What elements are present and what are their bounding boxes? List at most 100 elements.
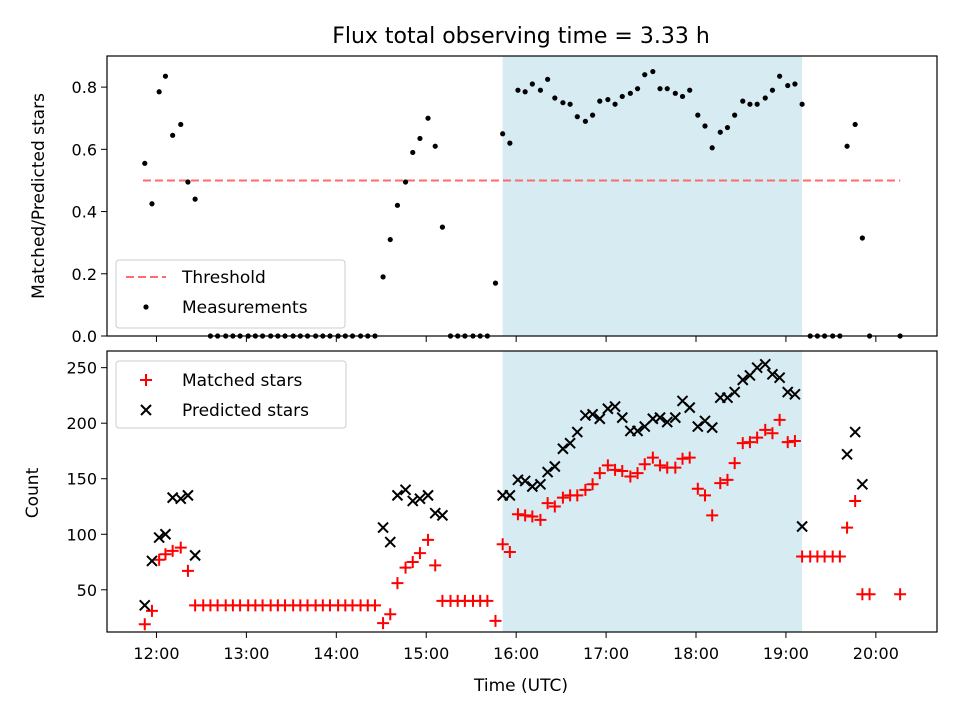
matched-point <box>138 618 151 631</box>
matched-point <box>368 599 381 612</box>
matched-point <box>894 588 907 601</box>
predicted-point <box>549 460 561 473</box>
threshold-legend-label: Threshold <box>181 268 266 288</box>
measurement-point <box>740 98 746 104</box>
measurement-point <box>567 101 573 107</box>
measurement-point <box>664 86 670 92</box>
matched-point <box>759 423 772 436</box>
x-axis-label: Time (UTC) <box>473 676 568 696</box>
count-x-ticks: 12:00 13:00 14:00 15:00 16:00 17:00 18:00 19:00… <box>133 632 899 663</box>
matched-point <box>519 509 532 522</box>
matched-point <box>631 467 644 480</box>
predicted-point <box>841 448 853 460</box>
predicted-point <box>789 388 801 401</box>
predicted-point <box>586 408 599 421</box>
matched-point <box>496 538 509 551</box>
predicted-point <box>436 509 449 522</box>
matched-point <box>743 436 756 449</box>
matched-point <box>556 491 569 504</box>
x-tick-label: 13:00 <box>223 644 269 663</box>
predicted-point <box>631 425 644 437</box>
x-tick-label: 16:00 <box>493 644 539 663</box>
measurement-point <box>732 112 738 118</box>
measurement-point <box>777 73 783 79</box>
chart-title: Flux total observing time = 3.33 h <box>332 24 710 49</box>
measurement-point <box>515 87 521 93</box>
measurement-point <box>529 81 535 87</box>
predicted-point <box>669 411 682 424</box>
measurement-point <box>439 224 446 230</box>
matched-point <box>788 434 801 447</box>
measurement-point <box>560 100 566 106</box>
matched-point <box>593 467 606 480</box>
matched-point <box>413 547 426 560</box>
matched-point <box>714 477 727 490</box>
measurement-point <box>178 121 184 128</box>
x-tick-label: 18:00 <box>673 644 719 663</box>
predicted-point <box>422 489 434 502</box>
predicted-point <box>182 489 194 502</box>
measurement-point <box>589 112 596 118</box>
matched-point <box>429 559 442 572</box>
matched-point <box>728 457 741 470</box>
matched-point <box>736 437 749 450</box>
predicted-point <box>616 411 628 424</box>
measurement-point <box>657 86 663 92</box>
matched-point <box>181 564 194 577</box>
matched-point <box>377 617 390 630</box>
predicted-point <box>706 421 718 434</box>
measurement-point <box>799 101 805 107</box>
predicted-legend-label: Predicted stars <box>182 401 309 421</box>
matched-point <box>654 459 667 472</box>
measurement-point <box>507 140 513 146</box>
count-panel-frame <box>106 350 938 633</box>
matched-point <box>384 608 397 621</box>
y-tick-label: 0.2 <box>72 265 97 284</box>
matched-point <box>526 510 539 523</box>
matched-point <box>503 546 516 559</box>
measurement-point <box>156 89 162 95</box>
predicted-point <box>721 391 734 404</box>
predicted-point <box>849 426 861 438</box>
predicted-point <box>766 368 779 381</box>
matched-point <box>548 500 561 513</box>
matched-point <box>638 458 651 471</box>
y-tick-label: 100 <box>66 525 97 544</box>
matched-point <box>646 451 659 464</box>
measurement-point <box>672 90 678 96</box>
predicted-point <box>377 521 389 534</box>
measurement-point <box>785 82 791 89</box>
measurement-point <box>724 124 731 131</box>
predicted-point <box>519 475 531 487</box>
predicted-point <box>175 493 187 505</box>
y-tick-label: 0.8 <box>72 78 97 97</box>
measurement-point <box>605 96 611 103</box>
matched-point <box>849 494 862 507</box>
ratio-legend-box <box>115 259 346 329</box>
predicted-point <box>594 413 606 425</box>
ratio-panel: 0.00.20.40.60.8 Matched/Predicted stars … <box>29 55 938 346</box>
y-tick-label: 150 <box>66 470 97 489</box>
measurement-point <box>642 72 648 78</box>
matched-legend-swatch <box>140 374 152 386</box>
measurement-point <box>170 132 176 138</box>
predicted-point <box>391 489 404 502</box>
ratio-x-ticks <box>155 336 877 342</box>
measurement-point <box>500 131 506 137</box>
measurement-point <box>432 143 438 149</box>
matched-point <box>174 541 187 554</box>
count-legend-box <box>115 360 347 429</box>
measurement-point <box>852 121 858 128</box>
matched-point <box>541 497 554 510</box>
predicted-point <box>146 555 158 567</box>
matched-point <box>406 556 419 569</box>
matched-point <box>841 521 854 534</box>
measurement-point <box>792 81 798 87</box>
measurement-point <box>597 98 603 104</box>
matched-point <box>721 473 734 486</box>
predicted-point <box>684 401 696 414</box>
measurements-legend-label: Measurements <box>182 298 308 318</box>
predicted-point <box>759 358 771 371</box>
matched-point <box>676 452 689 465</box>
